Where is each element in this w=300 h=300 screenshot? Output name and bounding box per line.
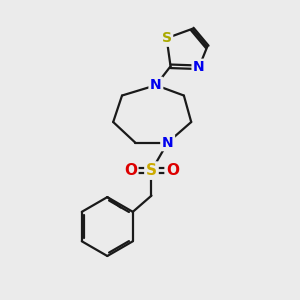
Text: S: S — [146, 163, 157, 178]
Text: S: S — [162, 31, 172, 45]
Text: N: N — [162, 136, 173, 150]
Text: O: O — [166, 163, 179, 178]
Text: O: O — [124, 163, 137, 178]
Text: N: N — [150, 78, 162, 92]
Text: N: N — [193, 60, 205, 74]
